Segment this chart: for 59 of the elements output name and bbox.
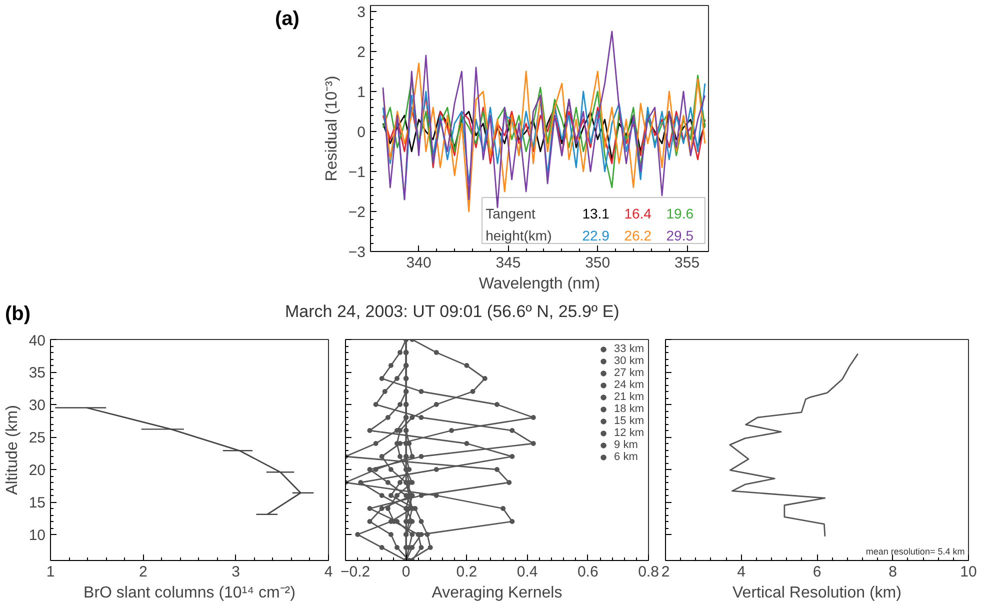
x-tick-label: 2 xyxy=(661,563,670,580)
y-tick-label: 30 xyxy=(28,396,46,414)
x-axis-title: Wavelength (nm) xyxy=(478,276,600,292)
x-tick-label: −0.2 xyxy=(340,563,370,580)
legend-label: 12 km xyxy=(614,426,644,439)
x-tick-label: 8 xyxy=(888,563,897,580)
x-tick-label: 3 xyxy=(232,563,240,580)
y-tick-label: −3 xyxy=(348,244,366,261)
text: (a) xyxy=(275,7,300,32)
x-axis-title: Vertical Resolution (km) xyxy=(732,584,902,602)
y-tick-label: 10 xyxy=(28,526,46,544)
x-tick-label: 350 xyxy=(585,254,610,272)
legend-label: 21 km xyxy=(614,390,644,403)
legend-label: 30 km xyxy=(614,354,644,367)
x-tick-label: 0.4 xyxy=(516,563,538,580)
y-axis-title: Altitude (km) xyxy=(4,404,21,494)
chart-title: March 24, 2003: UT 09:01 (56.6º N, 25.9º E) xyxy=(285,301,620,323)
x-tick-label: 2 xyxy=(138,563,148,580)
text: 19.6 xyxy=(666,206,694,222)
x-tick-label: 4 xyxy=(737,563,746,580)
y-tick-label: −2 xyxy=(348,204,366,221)
y-tick-label: 20 xyxy=(28,462,46,479)
y-tick-label: −1 xyxy=(348,164,366,181)
x-tick-label: 345 xyxy=(496,254,521,272)
legend-label: 9 km xyxy=(614,438,638,451)
x-tick-label: 0 xyxy=(402,563,410,580)
x-axis-title: Averaging Kernels xyxy=(432,584,562,602)
x-tick-label: 4 xyxy=(324,563,333,580)
text: 13.1 xyxy=(582,206,610,222)
legend-label: 24 km xyxy=(614,378,644,391)
x-tick-label: 6 xyxy=(812,563,822,580)
y-tick-label: 1 xyxy=(357,84,366,101)
annotation: mean resolution= 5.4 km xyxy=(866,546,965,556)
y-tick-label: 25 xyxy=(28,429,46,446)
y-tick-label: 40 xyxy=(28,332,46,350)
y-axis-title: Residual (10⁻³) xyxy=(323,76,340,182)
text: 29.5 xyxy=(666,228,694,244)
legend-label: 15 km xyxy=(614,414,644,427)
text: (b) xyxy=(5,302,31,327)
y-tick-label: 2 xyxy=(357,44,366,61)
x-tick-label: 0.8 xyxy=(638,563,659,580)
y-tick-label: 15 xyxy=(28,494,46,512)
y-tick-label: 35 xyxy=(28,364,46,382)
x-tick-label: 0.6 xyxy=(577,563,598,580)
x-tick-label: 0.2 xyxy=(456,563,478,580)
legend-label: 33 km xyxy=(614,342,644,355)
legend-label: 27 km xyxy=(614,366,644,379)
text: 26.2 xyxy=(624,228,652,244)
legend-title: Tangent height(km) xyxy=(486,206,552,244)
text: 22.9 xyxy=(582,228,610,244)
x-tick-label: 10 xyxy=(960,563,977,580)
legend-label: 18 km xyxy=(614,402,644,415)
x-axis-title: BrO slant columns (10¹⁴ cm⁻²) xyxy=(84,584,296,602)
x-tick-label: 340 xyxy=(406,254,432,272)
text: 16.4 xyxy=(624,206,652,222)
x-tick-label: 355 xyxy=(674,254,700,272)
y-tick-label: 0 xyxy=(357,124,366,141)
legend-label: 6 km xyxy=(614,450,638,463)
y-tick-label: 3 xyxy=(357,4,366,21)
